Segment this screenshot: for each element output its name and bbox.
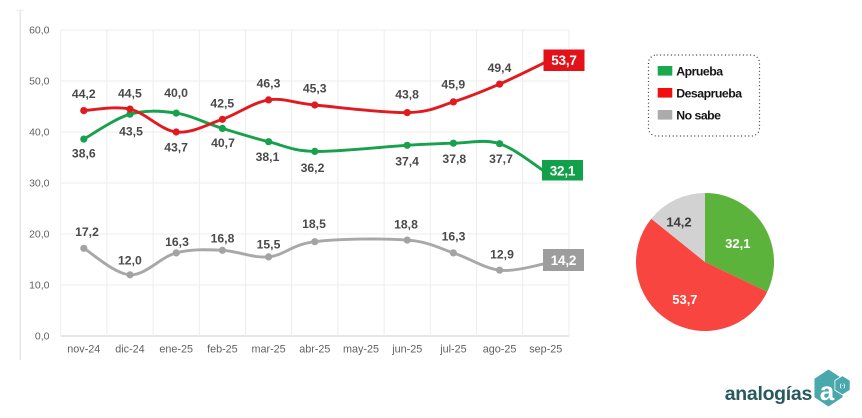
svg-text:ene-25: ene-25: [159, 344, 193, 356]
svg-text:15,5: 15,5: [257, 238, 281, 252]
svg-text:32,1: 32,1: [725, 236, 750, 251]
svg-text:45,9: 45,9: [441, 78, 465, 92]
svg-text:44,5: 44,5: [118, 87, 142, 101]
svg-text:jul-25: jul-25: [439, 344, 466, 356]
svg-text:12,9: 12,9: [490, 248, 514, 262]
svg-text:analogías: analogías: [725, 383, 813, 405]
svg-text:dic-24: dic-24: [115, 344, 144, 356]
svg-text:38,6: 38,6: [72, 147, 96, 161]
svg-text:nov-24: nov-24: [67, 344, 100, 356]
svg-text:43,8: 43,8: [395, 88, 419, 102]
svg-text:37,8: 37,8: [442, 152, 466, 166]
svg-text:abr-25: abr-25: [299, 344, 330, 356]
svg-text:may-25: may-25: [343, 344, 379, 356]
svg-text:37,4: 37,4: [395, 155, 419, 169]
svg-text:44,2: 44,2: [72, 87, 96, 101]
svg-text:50,0: 50,0: [29, 76, 50, 88]
svg-text:40,0: 40,0: [164, 86, 188, 100]
svg-text:10,0: 10,0: [29, 280, 50, 292]
svg-text:40,7: 40,7: [211, 136, 235, 150]
svg-text:49,4: 49,4: [488, 61, 512, 75]
svg-text:36,2: 36,2: [301, 161, 325, 175]
svg-text:(·): (·): [840, 384, 846, 390]
svg-text:60,0: 60,0: [29, 25, 50, 37]
svg-text:43,5: 43,5: [119, 125, 143, 139]
svg-text:16,3: 16,3: [165, 235, 189, 249]
svg-text:45,3: 45,3: [303, 82, 327, 96]
svg-text:Desaprueba: Desaprueba: [676, 86, 742, 100]
svg-text:No sabe: No sabe: [676, 108, 721, 122]
svg-text:16,3: 16,3: [442, 230, 466, 244]
svg-text:ago-25: ago-25: [483, 344, 517, 356]
svg-text:18,5: 18,5: [302, 217, 326, 231]
svg-text:32,1: 32,1: [550, 163, 576, 178]
svg-text:20,0: 20,0: [29, 229, 50, 241]
svg-text:14,2: 14,2: [666, 214, 691, 229]
svg-text:30,0: 30,0: [29, 178, 50, 190]
svg-text:46,3: 46,3: [257, 77, 281, 91]
svg-text:sep-25: sep-25: [529, 344, 562, 356]
svg-text:mar-25: mar-25: [251, 344, 285, 356]
svg-text:43,7: 43,7: [164, 141, 188, 155]
svg-text:53,7: 53,7: [551, 53, 576, 68]
svg-text:37,7: 37,7: [489, 152, 513, 166]
svg-text:42,5: 42,5: [210, 97, 234, 111]
svg-text:Aprueba: Aprueba: [676, 64, 723, 78]
svg-text:jun-25: jun-25: [391, 344, 422, 356]
svg-text:12,0: 12,0: [118, 254, 142, 268]
svg-text:53,7: 53,7: [672, 292, 697, 307]
svg-text:16,8: 16,8: [211, 232, 235, 246]
svg-text:14,2: 14,2: [551, 253, 576, 268]
svg-text:0,0: 0,0: [35, 331, 50, 343]
svg-text:18,8: 18,8: [394, 218, 418, 232]
svg-text:feb-25: feb-25: [207, 344, 238, 356]
svg-text:a: a: [820, 376, 835, 406]
svg-text:40,0: 40,0: [29, 127, 50, 139]
svg-text:17,2: 17,2: [75, 225, 99, 239]
svg-text:38,1: 38,1: [256, 150, 280, 164]
